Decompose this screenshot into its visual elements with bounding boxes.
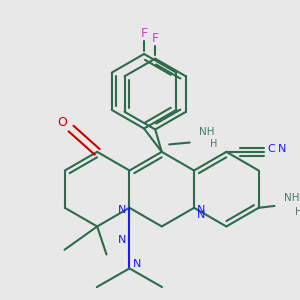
Text: N: N — [197, 205, 206, 215]
Text: H: H — [210, 140, 218, 149]
Text: N: N — [118, 205, 126, 215]
Text: F: F — [140, 27, 148, 40]
Text: N: N — [133, 259, 141, 269]
Text: NH: NH — [284, 194, 299, 203]
Text: F: F — [152, 32, 159, 45]
Text: O: O — [57, 116, 67, 128]
Text: N: N — [118, 236, 126, 245]
Text: NH: NH — [199, 127, 214, 137]
Text: C: C — [267, 144, 275, 154]
Text: H: H — [295, 208, 300, 218]
Text: N: N — [197, 210, 206, 220]
Text: N: N — [278, 144, 286, 154]
